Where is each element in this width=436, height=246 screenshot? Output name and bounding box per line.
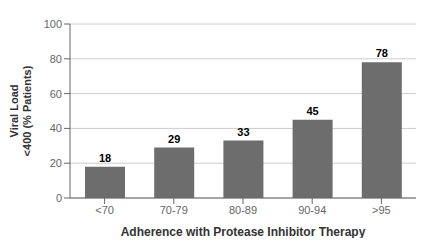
svg-text:45: 45 [306, 105, 318, 117]
svg-text:40: 40 [50, 122, 62, 134]
svg-text:18: 18 [99, 152, 111, 164]
svg-text:0: 0 [56, 192, 62, 204]
svg-text:78: 78 [376, 47, 388, 59]
svg-text:70-79: 70-79 [160, 204, 188, 216]
svg-text:90-94: 90-94 [298, 204, 326, 216]
svg-text:Viral Load<400 (% Patients): Viral Load<400 (% Patients) [8, 65, 33, 156]
svg-text:>95: >95 [372, 204, 391, 216]
svg-text:<70: <70 [95, 204, 114, 216]
svg-text:33: 33 [237, 126, 249, 138]
svg-text:Adherence with Protease Inhibi: Adherence with Protease Inhibitor Therap… [121, 225, 366, 238]
svg-text:29: 29 [168, 133, 180, 145]
svg-text:80-89: 80-89 [229, 204, 257, 216]
svg-text:20: 20 [50, 157, 62, 169]
svg-text:100: 100 [44, 18, 62, 30]
svg-text:60: 60 [50, 88, 62, 100]
svg-text:80: 80 [50, 53, 62, 65]
